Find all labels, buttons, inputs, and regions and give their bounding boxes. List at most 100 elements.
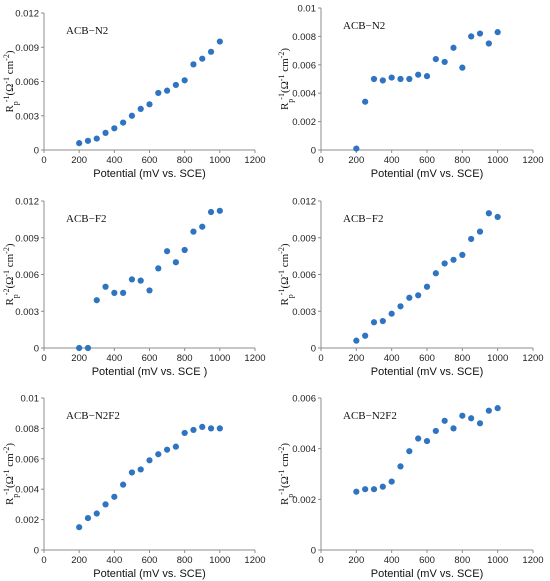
data-point [388, 310, 395, 317]
x-tick-label: 800 [177, 353, 193, 364]
x-tick-label: 600 [419, 555, 435, 566]
data-point [155, 451, 162, 458]
data-point [146, 287, 153, 294]
x-tick-label: 600 [142, 353, 158, 364]
data-point [415, 71, 422, 78]
data-point [494, 405, 501, 412]
x-tick-label: 600 [142, 555, 158, 566]
x-tick-label: 400 [106, 353, 122, 364]
data-point [353, 337, 360, 344]
x-tick-label: 600 [142, 155, 158, 166]
x-tick-label: 400 [106, 155, 122, 166]
data-point [441, 260, 448, 267]
data-point [199, 55, 206, 62]
data-point [120, 289, 127, 296]
y-tick-label: 0.006 [292, 394, 316, 405]
panel-title: ACB−F2 [66, 213, 106, 225]
data-point [459, 412, 466, 419]
data-point [120, 119, 127, 126]
data-point [476, 228, 484, 235]
data-point [190, 426, 197, 434]
x-tick-label: 200 [71, 353, 87, 364]
data-point [137, 466, 144, 473]
y-tick-label: 0.002 [292, 495, 316, 506]
data-point [468, 235, 475, 243]
data-point [379, 483, 386, 490]
data-point [423, 437, 431, 445]
x-tick-label: 800 [454, 155, 470, 166]
data-point [397, 463, 404, 470]
data-point [441, 58, 448, 66]
x-tick-label: 200 [71, 155, 87, 166]
x-axis-label: Potential (mV vs. SCE) [93, 568, 205, 580]
data-point [128, 112, 136, 119]
x-tick-label: 200 [348, 155, 364, 166]
data-point [111, 125, 118, 132]
data-point [172, 259, 179, 266]
panel-title: ACB−N2 [66, 25, 108, 37]
y-tick-label: 0 [34, 146, 39, 157]
data-point [111, 289, 118, 296]
y-axis-label: Rp-1(Ω-1 cm-2) [277, 48, 295, 110]
y-tick-label: 0.004 [15, 485, 39, 496]
data-point [362, 486, 369, 493]
x-tick-label: 1200 [244, 155, 265, 166]
data-point [459, 64, 466, 71]
panel-title: ACB−N2 [343, 20, 385, 32]
y-tick-label: 0 [311, 146, 316, 157]
y-tick-label: 0.003 [15, 111, 39, 122]
y-tick-label: 0.006 [292, 270, 316, 281]
panel-title: ACB−N2F2 [66, 410, 120, 422]
data-point [432, 427, 439, 435]
x-tick-label: 800 [454, 353, 470, 364]
data-point [155, 89, 162, 97]
y-tick-label: 0.006 [15, 454, 39, 465]
x-tick-label: 0 [318, 555, 323, 566]
data-point [485, 40, 492, 47]
data-point [379, 77, 386, 84]
data-point [397, 75, 404, 83]
y-tick-label: 0 [34, 344, 39, 355]
y-tick-label: 0.01 [298, 4, 317, 15]
data-point [172, 443, 179, 450]
data-point [476, 420, 484, 427]
data-point [207, 425, 215, 432]
x-tick-label: 1000 [209, 155, 230, 166]
data-point [406, 75, 413, 83]
scatter-panel-1: 0 200 400 600 800 1000 1200 0 0.003 0.006 0.009 0.0… [2, 9, 266, 181]
data-point [102, 283, 109, 290]
data-point [146, 457, 153, 464]
data-point [172, 81, 179, 89]
data-point [379, 317, 386, 325]
y-tick-label: 0.012 [15, 197, 39, 208]
y-tick-label: 0.003 [292, 307, 316, 318]
y-tick-label: 0.008 [15, 424, 39, 435]
data-point [415, 435, 422, 442]
data-point [181, 77, 188, 84]
x-tick-label: 1000 [487, 155, 508, 166]
y-axis-label: Rp-2(Ω-1 cm-2) [2, 243, 20, 305]
y-tick-label: 0 [34, 546, 39, 557]
panel-title: ACB−F2 [343, 213, 383, 225]
data-point [128, 276, 136, 283]
x-tick-label: 600 [419, 353, 435, 364]
y-axis-label: Rp-1(Ω-1 cm-2) [277, 243, 295, 305]
data-point [76, 140, 83, 147]
data-point [397, 303, 404, 310]
x-tick-label: 1000 [487, 555, 508, 566]
y-tick-label: 0.006 [15, 270, 39, 281]
x-tick-label: 400 [384, 353, 400, 364]
scatter-panel-2: 0 200 400 600 800 1000 1200 0 0.002 0.004 0.006 0.0… [277, 4, 544, 181]
data-point [84, 344, 92, 352]
data-point [216, 38, 223, 45]
x-tick-label: 1200 [522, 353, 543, 364]
x-tick-label: 1200 [522, 555, 543, 566]
y-tick-label: 0.012 [292, 197, 316, 208]
x-tick-label: 0 [318, 155, 323, 166]
y-tick-label: 0.008 [292, 32, 316, 43]
data-point [190, 228, 197, 235]
data-point [102, 129, 109, 136]
y-tick-label: 0.006 [15, 77, 39, 88]
y-tick-label: 0.003 [15, 307, 39, 318]
x-tick-label: 0 [41, 353, 46, 364]
